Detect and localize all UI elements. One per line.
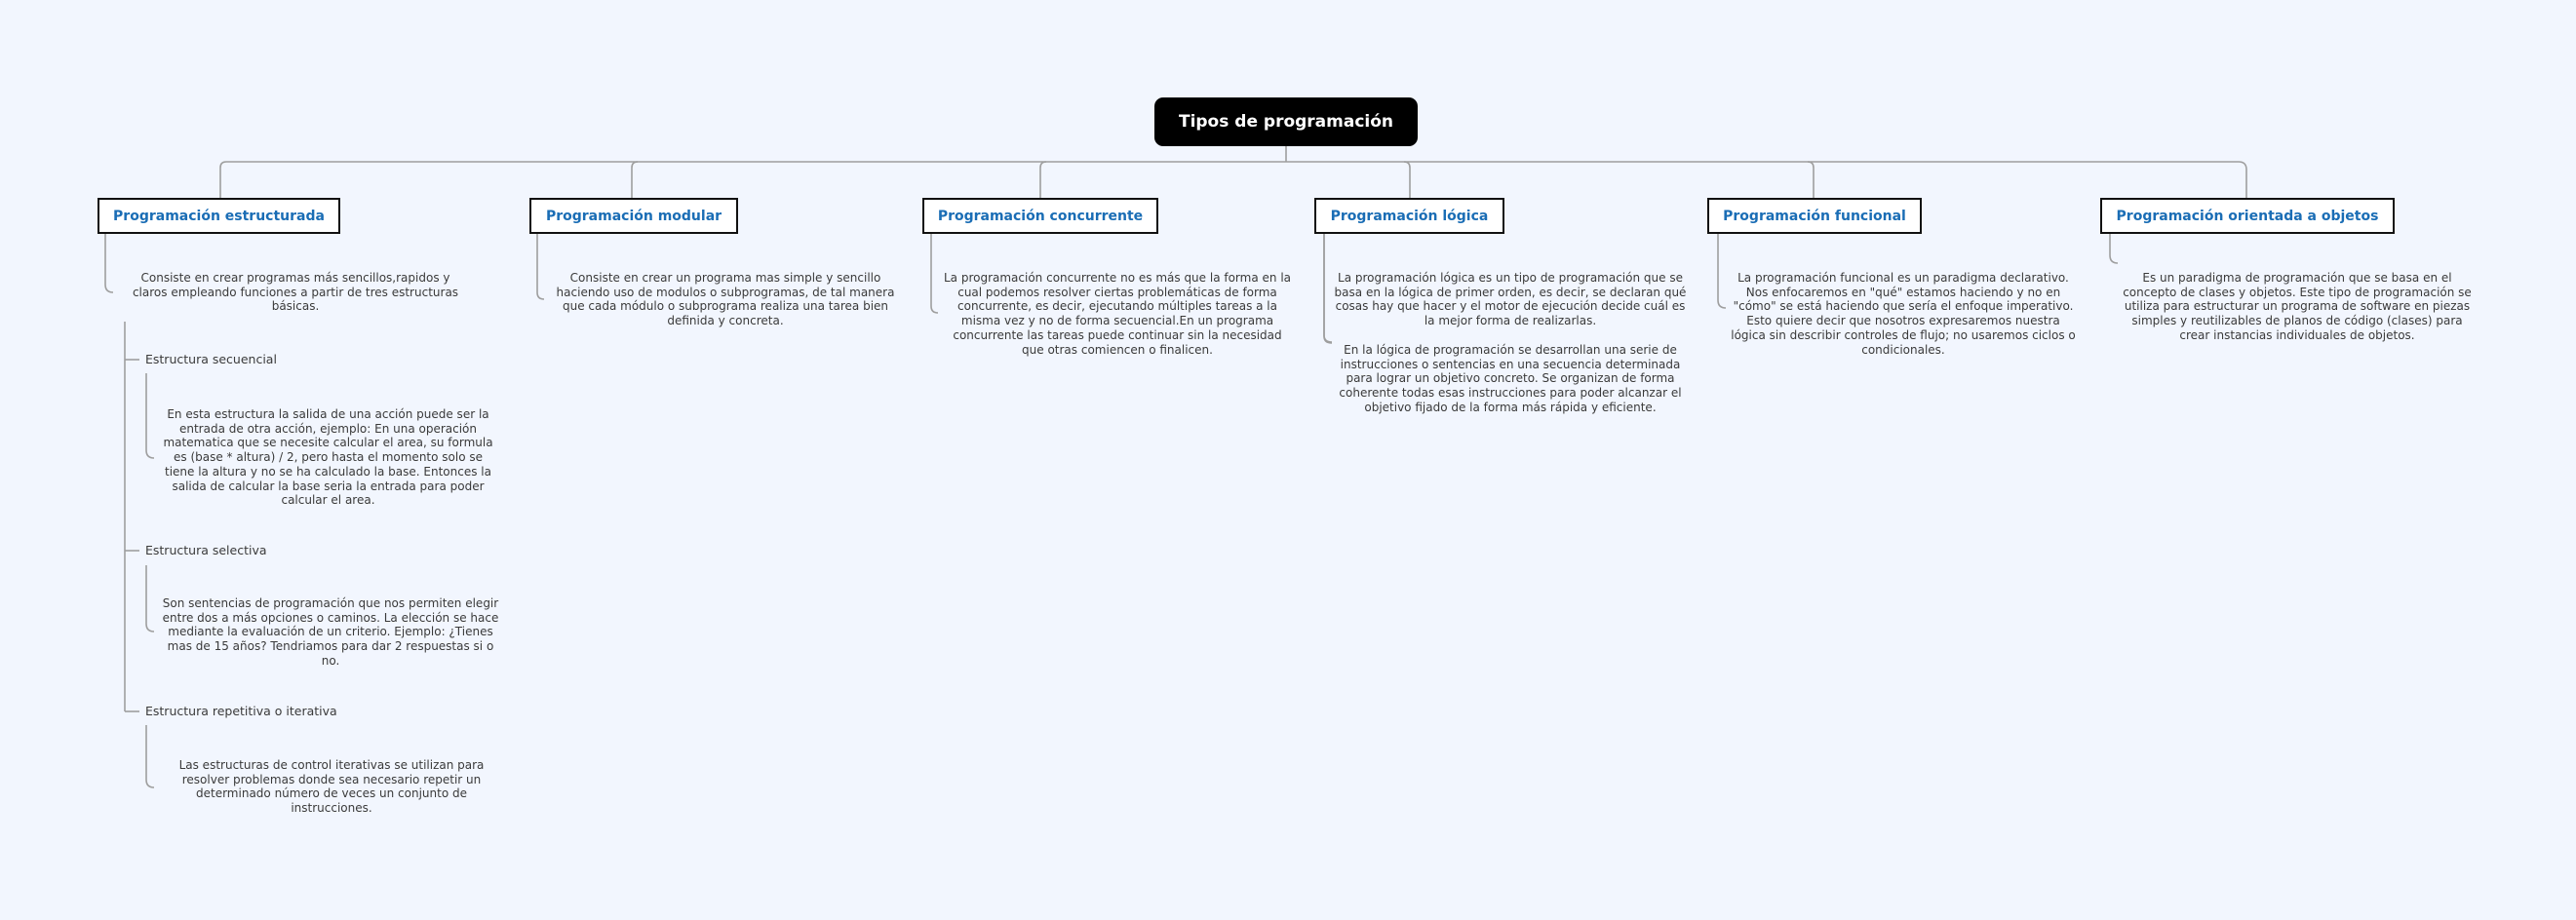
topic-programacion-funcional[interactable]: Programación funcional: [1707, 198, 1922, 234]
desc-programacion-funcional[interactable]: La programación funcional es un paradigm…: [1731, 271, 2076, 357]
desc-programacion-concurrente[interactable]: La programación concurrente no es más qu…: [943, 271, 1292, 357]
desc-estructura-selectiva[interactable]: Son sentencias de programación que nos p…: [162, 596, 499, 668]
topic-programacion-estructurada[interactable]: Programación estructurada: [98, 198, 340, 234]
topic-programacion-logica[interactable]: Programación lógica: [1314, 198, 1504, 234]
desc-programacion-orientada-a-objetos[interactable]: Es un paradigma de programación que se b…: [2123, 271, 2472, 342]
root-node[interactable]: Tipos de programación: [1154, 97, 1418, 146]
topic-programacion-modular[interactable]: Programación modular: [529, 198, 738, 234]
subtopic-estructura-selectiva[interactable]: Estructura selectiva: [145, 543, 267, 557]
desc-estructura-repetitiva[interactable]: Las estructuras de control iterativas se…: [178, 758, 485, 816]
subtopic-estructura-repetitiva[interactable]: Estructura repetitiva o iterativa: [145, 704, 337, 718]
topic-programacion-concurrente[interactable]: Programación concurrente: [922, 198, 1158, 234]
desc-programacion-logica-2[interactable]: En la lógica de programación se desarrol…: [1339, 343, 1682, 414]
desc-estructura-secuencial[interactable]: En esta estructura la salida de una acci…: [163, 407, 493, 508]
desc-programacion-logica[interactable]: La programación lógica es un tipo de pro…: [1334, 271, 1687, 328]
subtopic-estructura-secuencial[interactable]: Estructura secuencial: [145, 352, 277, 366]
desc-programacion-modular[interactable]: Consiste en crear un programa mas simple…: [556, 271, 895, 328]
desc-programacion-estructurada[interactable]: Consiste en crear programas más sencillo…: [132, 271, 459, 314]
topic-programacion-orientada-a-objetos[interactable]: Programación orientada a objetos: [2100, 198, 2395, 234]
